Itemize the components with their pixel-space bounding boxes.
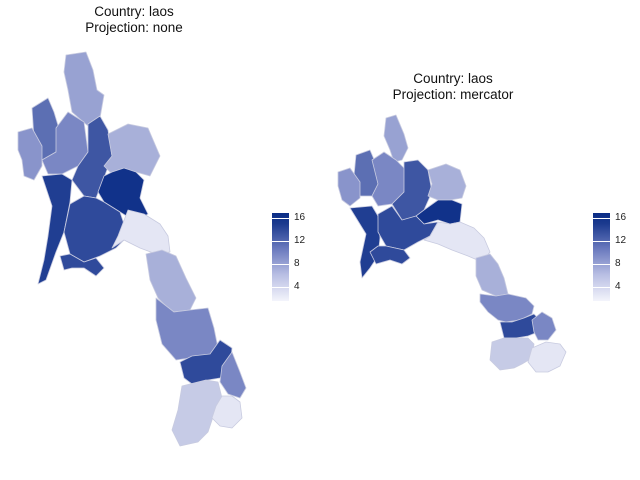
legend-tick (272, 241, 289, 242)
region-khammouane (475, 253, 509, 297)
legend-tick (272, 264, 289, 265)
region-houaphanh (427, 163, 467, 201)
region-oudomxay (41, 111, 89, 175)
map-title: Country: laos Projection: none (4, 4, 264, 36)
region-houaphanh (103, 123, 161, 177)
title-country: Country: laos (413, 71, 493, 86)
region-xiangkhouang (97, 167, 149, 223)
legend-tick (593, 264, 610, 265)
region-vientiane-capital (59, 253, 105, 277)
legend-tick (272, 287, 289, 288)
map-panel-mercator: Country: laos Projection: mercator 16 12… (320, 0, 640, 480)
title-projection: Projection: mercator (392, 87, 514, 102)
region-champasak (489, 337, 535, 371)
region-khammouane (145, 249, 197, 313)
legend-label: 16 (294, 212, 306, 223)
region-attapeu (211, 395, 243, 429)
legend-tick (593, 287, 610, 288)
legend-label: 8 (294, 258, 300, 269)
legend-tick (272, 218, 289, 219)
map-title: Country: laos Projection: mercator (323, 71, 583, 103)
legend-label: 16 (615, 212, 627, 223)
region-xayabury (349, 205, 381, 279)
legend-color-bar (272, 213, 289, 301)
region-phongsaly (383, 114, 409, 163)
region-champasak (171, 379, 223, 447)
legend-label: 8 (615, 258, 621, 269)
legend-label: 12 (615, 235, 627, 246)
region-sekong (531, 311, 557, 341)
choropleth-map (17, 51, 247, 447)
legend-label: 4 (615, 281, 621, 292)
region-xiangkhouang (415, 199, 463, 225)
region-bokeo (337, 167, 361, 207)
region-vientiane-capital (369, 245, 411, 265)
legend-tick (593, 241, 610, 242)
legend-color-bar (593, 213, 610, 301)
title-country: Country: laos (94, 4, 174, 19)
legend-label: 4 (294, 281, 300, 292)
map-panel-none: Country: laos Projection: none 16 12 8 4 (4, 4, 306, 447)
region-sekong (219, 351, 247, 399)
legend-tick (593, 218, 610, 219)
choropleth-map (337, 114, 567, 373)
region-attapeu (527, 341, 567, 373)
region-bokeo (17, 127, 43, 181)
region-xayabury (37, 173, 73, 285)
region-vientiane-province (63, 195, 129, 263)
title-projection: Projection: none (85, 20, 183, 35)
legend-label: 12 (294, 235, 306, 246)
